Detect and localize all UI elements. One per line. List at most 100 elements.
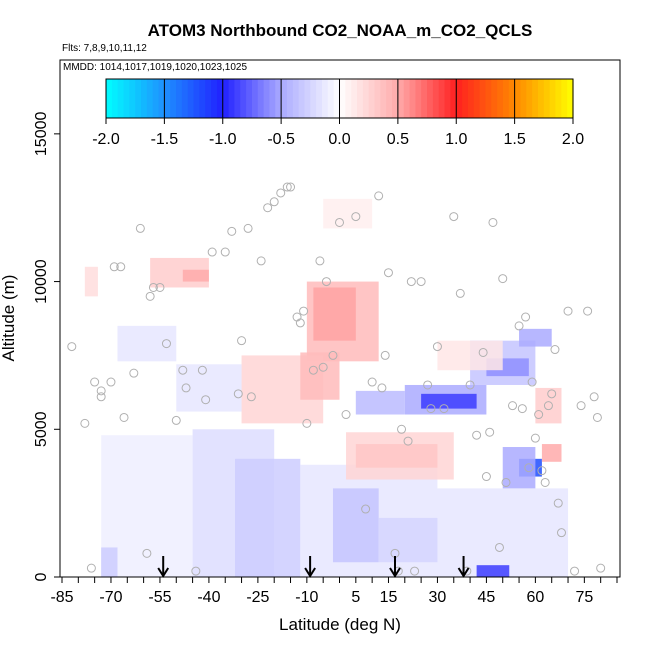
colorbar-tick-label: -1.0 [209,131,237,148]
sample-point [237,336,247,346]
colorbar-segment [286,79,294,118]
colorbar-segment [316,79,323,118]
colorbar-segment [438,79,446,118]
colorbar-segment [216,79,224,118]
sample-point [514,321,524,331]
sample-point [592,412,602,422]
colorbar-segment [450,79,457,118]
colorbar-segment [234,79,241,118]
sample-point [596,563,606,573]
sample-point [557,528,566,538]
colorbar-tick-label: -2.0 [92,131,120,148]
colorbar-segment [403,79,411,118]
colorbar-segment [199,79,206,118]
sample-point [383,268,393,278]
sample-point [397,424,407,434]
sample-point [256,256,266,266]
heatmap-cell [437,340,503,371]
sample-point [155,282,165,292]
sample-point [494,542,504,552]
sample-point [416,277,426,287]
sample-point [67,342,77,352]
colorbar-segment [479,79,487,118]
y-axis: 0 5000 10000 15000 [33,112,60,581]
colorbar-segment [362,79,370,118]
heatmap-cell [300,352,340,400]
sample-point [543,401,553,411]
heatmap-cell [502,447,536,489]
sample-point [246,392,256,402]
sample-point [367,377,377,387]
sample-point [377,383,387,393]
sample-point [488,217,498,227]
sample-point [269,197,279,207]
colorbar-segment [555,79,562,118]
sample-point [498,274,508,284]
sample-point [282,182,292,192]
sample-point [302,418,312,428]
sample-point [321,277,331,287]
sample-point [86,563,96,573]
colorbar-segment [181,79,189,118]
heatmap-cell [332,488,379,563]
colorbar-segment [129,79,136,118]
heatmap-cell [421,393,477,409]
sample-point [181,383,191,393]
colorbar-segment [502,79,510,118]
sample-point [178,365,188,375]
heatmap-cell [476,565,510,577]
colorbar-segment [467,79,475,118]
heatmap-cell [235,458,301,577]
colorbar-segment [392,79,399,118]
sample-point [227,226,237,236]
colorbar-segment [374,79,381,118]
flight-arrow-head [304,567,316,578]
heatmap-cell [117,325,177,362]
flight-arrow-head [157,567,170,578]
colorbar-segment [491,79,498,118]
sample-point [403,436,413,446]
sample-point [191,566,201,576]
chart-title: ATOM3 Northbound CO2_NOAA_m_CO2_QCLS [148,21,533,40]
colorbar-segment [170,79,177,118]
sample-point [243,223,253,233]
sample-point [455,288,465,298]
sample-point [308,365,318,375]
colorbar-segment [158,79,165,118]
sample-point [534,410,544,420]
colorbar-tick-label: 1.5 [504,131,526,148]
x-tick-label: -40 [197,589,220,606]
heatmap-cell [176,364,242,412]
colorbar-segment [415,79,422,118]
colorbar-segment [222,79,230,118]
sample-point [106,377,116,387]
colorbar-segment [106,79,113,118]
x-axis: -85 -70 -55 -40 -25 -10 5 15 30 45 60 75 [50,577,618,606]
sample-point [406,277,416,287]
colorbar-segment [141,79,148,118]
sample-point [508,401,518,411]
colorbar-segment [211,79,218,118]
colorbar-segment [339,79,346,118]
sample-point [449,212,459,222]
heatmap-cell [437,488,569,577]
sample-point [233,389,243,399]
x-tick-label: -10 [295,589,318,606]
colorbar-segment [281,79,288,118]
sample-point [96,392,106,402]
heatmap-cell [323,198,373,229]
colorbar-segment [228,79,236,118]
heatmap-cell [84,266,98,297]
sample-point [540,477,550,487]
colorbar-segment [456,79,463,118]
colorbar-segment [485,79,492,118]
colorbar-segment [537,79,545,118]
sample-point [286,182,296,192]
y-tick-label: 15000 [33,112,50,157]
sample-point [524,463,534,473]
sample-point [570,566,580,576]
sample-point [537,466,547,476]
sample-point [145,291,155,301]
colorbar-segment [543,79,551,118]
